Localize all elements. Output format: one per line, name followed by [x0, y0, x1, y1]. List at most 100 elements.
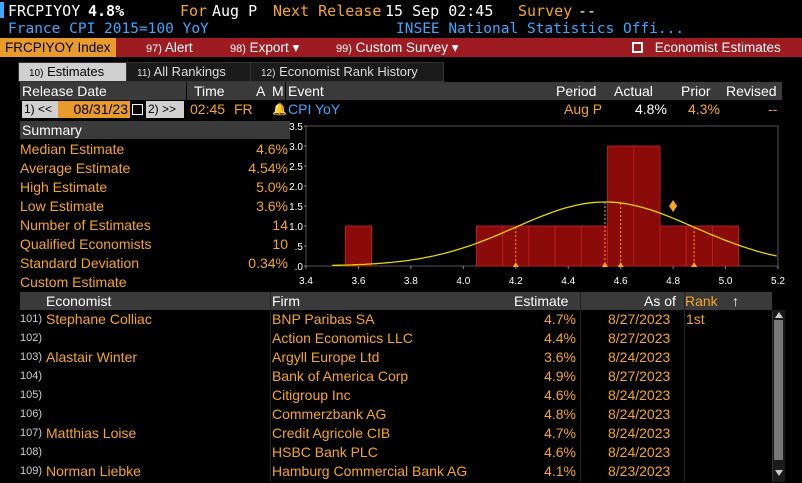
hdr-m: M: [272, 83, 284, 99]
economist-name[interactable]: Norman Liebke: [46, 463, 141, 479]
col-estimate[interactable]: Estimate: [514, 293, 569, 309]
scroll-up-icon[interactable]: [775, 312, 783, 318]
event-country: FR: [234, 101, 253, 117]
table-row[interactable]: 101) Stephane Colliac BNP Paribas SA 4.7% 8/…: [20, 310, 772, 329]
event-period: Aug P: [564, 101, 603, 117]
table-row[interactable]: 105) Citigroup Inc 4.6% 8/24/2023: [20, 386, 772, 405]
firm-name[interactable]: BNP Paribas SA: [272, 311, 375, 327]
histogram-bar: [633, 145, 661, 267]
summary-label: Median Estimate: [20, 141, 125, 157]
economist-estimates-button[interactable]: Economist Estimates: [626, 39, 787, 56]
as-of-date: 8/24/2023: [608, 444, 671, 460]
tab-estimates[interactable]: 10) Estimates: [18, 62, 128, 82]
x-tick-label: 4.8: [666, 276, 680, 287]
scroll-down-icon[interactable]: [775, 470, 783, 476]
firm-name[interactable]: HSBC Bank PLC: [272, 444, 378, 460]
scrollbar[interactable]: [772, 310, 785, 482]
summary-custom[interactable]: Custom Estimate: [20, 273, 290, 292]
export-menu[interactable]: 98) Export ▾: [224, 39, 305, 56]
estimate-value: 4.1%: [544, 463, 576, 479]
index-label[interactable]: FRCPIYOY Index: [0, 38, 116, 57]
firm-name[interactable]: Citigroup Inc: [272, 387, 351, 403]
summary-title: Summary: [20, 121, 290, 139]
for-value: Aug P: [212, 2, 258, 20]
scroll-thumb[interactable]: [774, 320, 783, 460]
actual-diamond: [669, 200, 678, 212]
table-row[interactable]: 102) Action Economics LLC 4.4% 8/27/2023: [20, 329, 772, 348]
row-number: 101): [20, 313, 43, 325]
prev-date-button[interactable]: 1) <<: [22, 101, 58, 118]
firm-name[interactable]: Commerzbank AG: [272, 406, 387, 422]
firm-name[interactable]: Argyll Europe Ltd: [272, 349, 380, 365]
table-row[interactable]: 107) Matthias Loise Credit Agricole CIB 4.7…: [20, 424, 772, 443]
y-tick-label: 2.5: [289, 162, 303, 173]
estimate-value: 4.9%: [544, 368, 576, 384]
normal-curve: [332, 201, 777, 267]
row-number: 109): [20, 465, 43, 477]
estimate-value: 4.7%: [544, 425, 576, 441]
summary-median: Median Estimate 4.6%: [20, 140, 290, 159]
row-number: 106): [20, 408, 43, 420]
y-tick-label: 3.5: [289, 122, 303, 133]
hdr-actual: Actual: [614, 83, 653, 99]
firm-name[interactable]: Hamburg Commercial Bank AG: [272, 463, 468, 479]
estimate-value: 4.7%: [544, 311, 576, 327]
economist-name[interactable]: Matthias Loise: [46, 425, 137, 441]
custom-survey-num: 99): [336, 43, 352, 55]
as-of-date: 8/27/2023: [608, 311, 671, 327]
bell-icon[interactable]: 🔔: [272, 102, 287, 116]
col-firm[interactable]: Firm: [272, 293, 300, 309]
source: INSEE National Statistics Offi...: [396, 21, 685, 37]
col-rank[interactable]: Rank: [685, 293, 718, 309]
tab-rank-history[interactable]: 12) Economist Rank History: [250, 62, 444, 82]
firm-name[interactable]: Action Economics LLC: [272, 330, 413, 346]
tab-estimates-num: 10): [29, 68, 44, 79]
tab-all-rankings-label: All Rankings: [153, 64, 226, 79]
export-num: 98): [230, 43, 246, 55]
firm-name[interactable]: Credit Agricole CIB: [272, 425, 391, 441]
col-economist[interactable]: Economist: [46, 293, 112, 309]
x-tick-label: 4.4: [561, 276, 575, 287]
table-row[interactable]: 106) Commerzbank AG 4.8% 8/24/2023: [20, 405, 772, 424]
event-revised: --: [768, 101, 778, 117]
firm-name[interactable]: Bank of America Corp: [272, 368, 409, 384]
table-row[interactable]: 103) Alastair Winter Argyll Europe Ltd 3.6%…: [20, 348, 772, 367]
economist-name[interactable]: Stephane Colliac: [46, 311, 152, 327]
x-tick-label: 4.6: [614, 276, 628, 287]
summary-count: Number of Estimates 14: [20, 216, 290, 235]
col-as-of[interactable]: As of: [644, 293, 676, 309]
next-date-button[interactable]: 2) >>: [146, 101, 184, 118]
as-of-date: 8/24/2023: [608, 387, 671, 403]
calendar-icon[interactable]: [132, 104, 143, 115]
hdr-divider: [186, 82, 187, 118]
alert-menu[interactable]: 97) Alert: [140, 39, 272, 56]
summary-label: Low Estimate: [20, 198, 105, 214]
custom-survey-label: Custom Survey ▾: [355, 40, 459, 55]
hdr-event: Event: [288, 83, 324, 99]
histogram-bar: [711, 225, 740, 267]
custom-survey-menu[interactable]: 99) Custom Survey ▾: [330, 39, 464, 56]
estimate-value: 4.4%: [544, 330, 576, 346]
row-number: 107): [20, 427, 43, 439]
x-tick-label: 3.4: [299, 276, 313, 287]
summary-label: Average Estimate: [20, 160, 131, 176]
table-row[interactable]: 109) Norman Liebke Hamburg Commercial Bank…: [20, 462, 772, 481]
tab-strip: 10) Estimates 11) All Rankings 12) Econo…: [0, 60, 802, 82]
sort-up-icon[interactable]: ↑: [732, 293, 739, 309]
hdr-divider: [285, 82, 286, 118]
release-date-input[interactable]: 08/31/23: [58, 101, 130, 118]
survey-label: Survey: [518, 2, 573, 20]
as-of-date: 8/27/2023: [608, 368, 671, 384]
table-row[interactable]: 104) Bank of America Corp 4.9% 8/27/2023: [20, 367, 772, 386]
export-label: Export ▾: [249, 40, 300, 55]
economist-name[interactable]: Alastair Winter: [46, 349, 138, 365]
table-row[interactable]: 108) HSBC Bank PLC 4.6% 8/24/2023: [20, 443, 772, 462]
as-of-date: 8/24/2023: [608, 349, 671, 365]
y-tick-label: 1.0: [289, 222, 303, 233]
event-name[interactable]: CPI YoY: [288, 101, 341, 117]
tab-all-rankings[interactable]: 11) All Rankings: [126, 62, 252, 82]
summary-label: Number of Estimates: [20, 217, 151, 233]
summary-label: High Estimate: [20, 179, 108, 195]
histogram-bar: [685, 225, 713, 267]
event-header: Release Date Time A M Event Period Actua…: [20, 82, 782, 100]
